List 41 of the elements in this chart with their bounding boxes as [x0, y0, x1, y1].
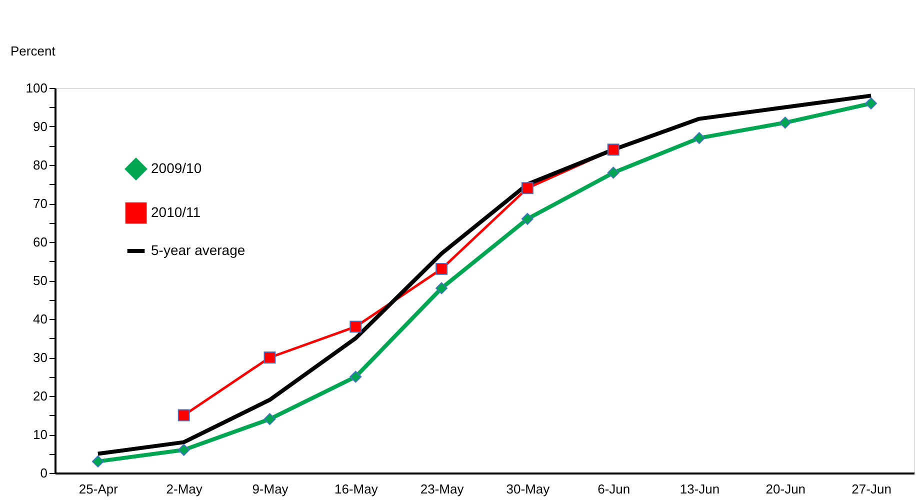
point [436, 262, 448, 275]
x-tick-label: 20-Jun [766, 482, 806, 496]
point [779, 116, 792, 129]
x-tick-label: 13-Jun [680, 482, 720, 496]
point [607, 166, 620, 179]
point [865, 97, 878, 110]
y-tick-label: 90 [33, 119, 48, 134]
x-tick-label: 9-May [252, 482, 289, 496]
y-tick-label: 40 [33, 312, 48, 326]
x-tick-label: 30-May [506, 482, 550, 496]
legend-label: 5-year average [151, 242, 246, 258]
x-tick-label: 16-May [334, 482, 378, 496]
point [436, 282, 448, 294]
y-tick-label: 10 [33, 427, 48, 442]
x-tick-label: 25-Apr [78, 482, 119, 496]
legend-label: 2010/11 [151, 204, 201, 220]
y-tick-label: 20 [33, 388, 48, 404]
point [521, 212, 534, 225]
y-tick-label: 60 [33, 234, 48, 250]
point [264, 352, 276, 364]
y-axis-title: Percent [10, 44, 56, 58]
point [607, 144, 620, 156]
point [693, 132, 706, 144]
y-tick-label: 80 [33, 158, 48, 172]
x-tick-label: 23-May [420, 482, 464, 496]
y-tick-label: 30 [33, 350, 48, 365]
x-tick-label: 2-May [166, 482, 203, 496]
y-tick-label: 70 [33, 196, 48, 211]
x-tick-label: 27-Jun [852, 482, 892, 496]
point [521, 182, 534, 194]
y-tick-label: 0 [40, 466, 48, 480]
legend-label: 2009/10 [151, 160, 202, 176]
x-tick-label: 6-Jun [598, 482, 630, 496]
y-tick-label: 50 [33, 273, 48, 288]
point [178, 444, 190, 456]
point [350, 320, 362, 333]
point [350, 370, 362, 383]
y-tick-label: 100 [26, 80, 48, 96]
point [92, 455, 104, 468]
point [264, 413, 276, 426]
point [178, 409, 190, 422]
